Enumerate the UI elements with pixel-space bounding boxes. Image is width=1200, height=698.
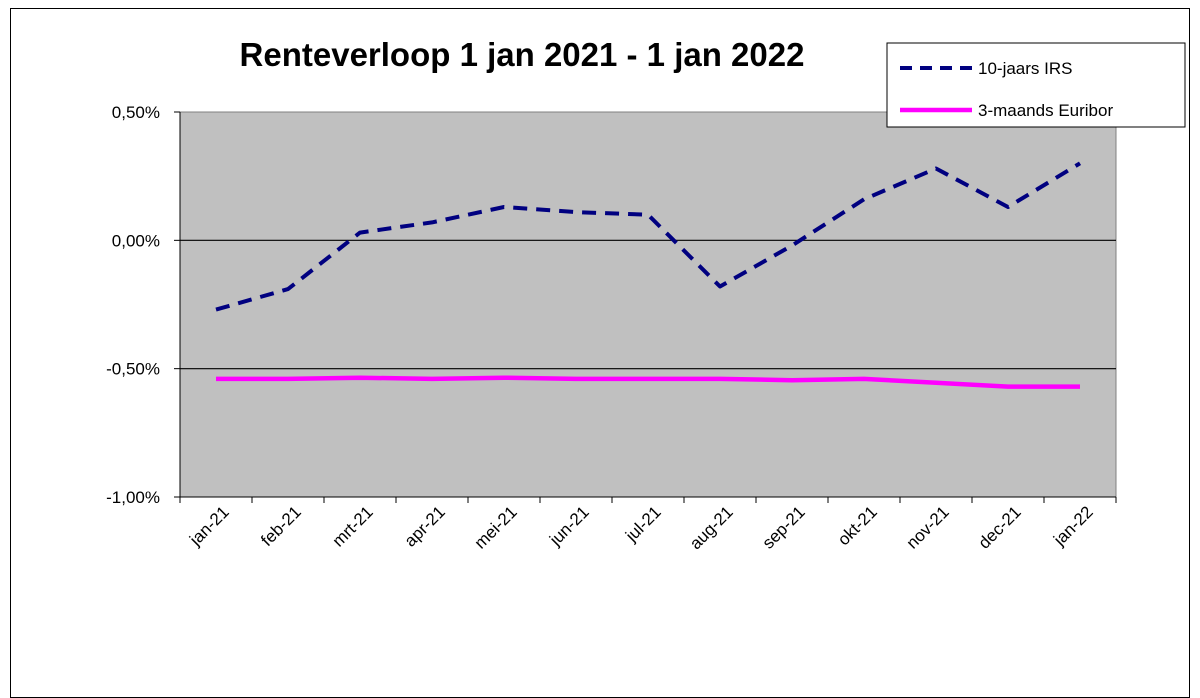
legend-label-10-jaars-irs: 10-jaars IRS bbox=[978, 59, 1072, 78]
data-point-10-jaars-irs-jan-22 bbox=[1078, 161, 1083, 166]
series-lines bbox=[214, 161, 1083, 389]
legend: 10-jaars IRS 3-maands Euribor bbox=[886, 42, 1186, 128]
data-point-10-jaars-irs-mei-21 bbox=[502, 204, 507, 209]
data-point-10-jaars-irs-sep-21 bbox=[790, 243, 795, 248]
legend-label-3-maands-euribor: 3-maands Euribor bbox=[978, 101, 1113, 120]
x-tick-label-jul-21: jul-21 bbox=[621, 502, 665, 546]
data-point-3-maands-euribor-jan-21 bbox=[214, 376, 219, 381]
data-point-3-maands-euribor-jan-22 bbox=[1078, 384, 1083, 389]
data-point-3-maands-euribor-jun-21 bbox=[574, 376, 579, 381]
x-tick-label-mrt-21: mrt-21 bbox=[329, 502, 377, 550]
x-tick-label-feb-21: feb-21 bbox=[257, 502, 305, 550]
y-tick-label: 0,00% bbox=[112, 231, 160, 250]
x-tick-label-aug-21: aug-21 bbox=[686, 502, 737, 553]
x-tick-label-apr-21: apr-21 bbox=[401, 502, 449, 550]
x-tick-label-jan-21: jan-21 bbox=[185, 502, 233, 550]
data-point-3-maands-euribor-sep-21 bbox=[790, 378, 795, 383]
data-point-10-jaars-irs-jul-21 bbox=[646, 212, 651, 217]
data-point-3-maands-euribor-mrt-21 bbox=[358, 375, 363, 380]
x-tick-label-jan-22: jan-22 bbox=[1049, 502, 1097, 550]
data-point-10-jaars-irs-feb-21 bbox=[286, 287, 291, 292]
grid-lines bbox=[180, 239, 1116, 370]
data-point-10-jaars-irs-dec-21 bbox=[1006, 204, 1011, 209]
data-point-3-maands-euribor-feb-21 bbox=[286, 376, 291, 381]
data-point-10-jaars-irs-nov-21 bbox=[934, 166, 939, 171]
series-line-10-jaars-irs bbox=[215, 161, 1082, 312]
data-point-3-maands-euribor-okt-21 bbox=[862, 376, 867, 381]
data-point-10-jaars-irs-okt-21 bbox=[862, 197, 867, 202]
y-tick-label: -1,00% bbox=[106, 488, 160, 507]
x-tick-label-okt-21: okt-21 bbox=[834, 502, 881, 549]
legend-box bbox=[886, 42, 1186, 128]
data-point-10-jaars-irs-jun-21 bbox=[574, 210, 579, 215]
plot-area bbox=[179, 111, 1117, 498]
chart-title: Renteverloop 1 jan 2021 - 1 jan 2022 bbox=[240, 36, 805, 73]
line-chart: Renteverloop 1 jan 2021 - 1 jan 2022 0,5… bbox=[106, 36, 1186, 553]
data-point-10-jaars-irs-jan-21 bbox=[214, 307, 219, 312]
series-line-3-maands-euribor bbox=[216, 375, 1080, 389]
data-point-10-jaars-irs-aug-21 bbox=[718, 284, 723, 289]
y-tick-label: -0,50% bbox=[106, 360, 160, 379]
x-tick-label-dec-21: dec-21 bbox=[975, 502, 1025, 552]
data-point-3-maands-euribor-apr-21 bbox=[430, 376, 435, 381]
x-tick-label-mei-21: mei-21 bbox=[471, 502, 521, 552]
x-tick-label-nov-21: nov-21 bbox=[903, 502, 953, 552]
data-point-3-maands-euribor-mei-21 bbox=[502, 375, 507, 380]
data-point-3-maands-euribor-aug-21 bbox=[718, 376, 723, 381]
data-point-10-jaars-irs-apr-21 bbox=[430, 220, 435, 225]
x-tick-label-sep-21: sep-21 bbox=[759, 502, 809, 552]
data-point-3-maands-euribor-dec-21 bbox=[1006, 384, 1011, 389]
data-point-3-maands-euribor-jul-21 bbox=[646, 376, 651, 381]
y-tick-label: 0,50% bbox=[112, 103, 160, 122]
data-point-10-jaars-irs-mrt-21 bbox=[358, 230, 363, 235]
data-point-3-maands-euribor-nov-21 bbox=[934, 380, 939, 385]
x-tick-label-jun-21: jun-21 bbox=[545, 502, 593, 550]
